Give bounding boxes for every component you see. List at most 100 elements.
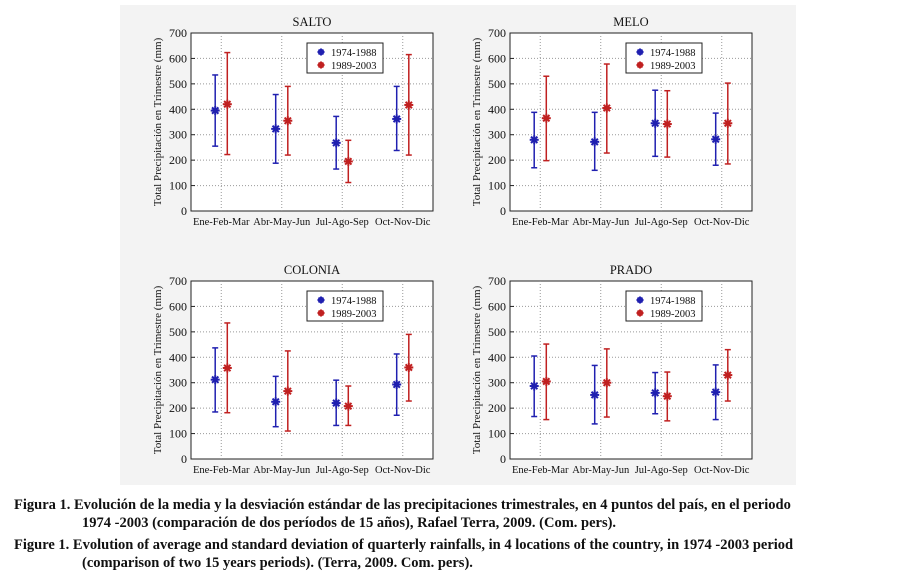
x-tick-label: Jul-Ago-Sep xyxy=(316,217,369,228)
mean-marker xyxy=(541,376,551,386)
mean-marker xyxy=(210,106,220,116)
figure: 0 100 200 300 400 500 600 700 Ene-Feb-Mar Abr-May… xyxy=(120,5,796,485)
legend-label: 1974-1988 xyxy=(650,296,696,307)
errorbar-1989-2003 xyxy=(602,63,612,154)
errorbar-1974-1988 xyxy=(210,347,220,413)
star-stroke xyxy=(392,380,401,389)
star-stroke xyxy=(404,363,413,372)
errorbar-1989-2003 xyxy=(723,348,733,402)
star-stroke xyxy=(332,399,341,407)
mean-marker xyxy=(210,375,220,385)
star-stroke xyxy=(590,391,599,399)
mean-marker xyxy=(222,99,232,109)
mean-marker xyxy=(541,113,551,123)
x-tick-label: Jul-Ago-Sep xyxy=(635,465,688,476)
star-stroke xyxy=(344,157,353,166)
mean-marker xyxy=(404,100,414,110)
y-tick-label: 500 xyxy=(169,325,187,339)
star-stroke xyxy=(651,119,660,128)
errorbar-1974-1988 xyxy=(271,93,281,164)
legend: 1974-1988 1989-2003 xyxy=(625,290,703,322)
legend-box xyxy=(625,42,703,74)
y-tick-label: 300 xyxy=(169,376,187,390)
star-stroke xyxy=(602,378,611,387)
y-axis-label: Total Precipitación en Trimestre (mm) xyxy=(152,285,164,454)
errorbar-1974-1988 xyxy=(331,379,341,427)
mean-marker xyxy=(331,398,341,408)
legend-label: 1974-1988 xyxy=(331,48,377,59)
errorbar-1989-2003 xyxy=(541,343,551,421)
star-stroke xyxy=(404,101,413,109)
errorbar-1989-2003 xyxy=(283,85,293,156)
legend-marker xyxy=(636,61,644,69)
x-tick-label: Jul-Ago-Sep xyxy=(635,217,688,228)
caption-es-line2: 1974 -2003 (comparación de dos períodos … xyxy=(82,515,617,531)
x-tick-label: Oct-Nov-Dic xyxy=(694,465,750,476)
y-tick-label: 100 xyxy=(169,179,187,193)
errorbar-1974-1988 xyxy=(650,371,660,415)
mean-marker xyxy=(723,118,733,128)
legend-box xyxy=(625,290,703,322)
y-tick-label: 200 xyxy=(488,153,506,167)
mean-marker xyxy=(271,397,281,407)
y-tick-label: 500 xyxy=(488,325,506,339)
mean-marker xyxy=(222,363,232,373)
y-tick-label: 100 xyxy=(169,427,187,441)
y-tick-label: 500 xyxy=(169,77,187,91)
x-tick-label: Ene-Feb-Mar xyxy=(512,465,569,476)
legend-label: 1989-2003 xyxy=(650,309,696,320)
star-stroke xyxy=(271,124,280,133)
legend-marker xyxy=(636,309,644,317)
errorbar-1989-2003 xyxy=(662,371,672,422)
star-stroke xyxy=(663,120,672,128)
errorbar-1989-2003 xyxy=(343,139,353,184)
mean-marker xyxy=(602,103,612,113)
mean-marker xyxy=(392,114,402,124)
legend-box xyxy=(306,290,384,322)
mean-marker xyxy=(711,387,721,397)
x-tick-label: Oct-Nov-Dic xyxy=(694,217,750,228)
x-tick-label: Abr-May-Jun xyxy=(572,217,630,228)
star-stroke xyxy=(711,388,720,397)
mean-marker xyxy=(271,124,281,134)
y-tick-label: 100 xyxy=(488,427,506,441)
y-tick-label: 200 xyxy=(169,401,187,415)
caption-en-line1: Figure 1. Evolution of average and stand… xyxy=(14,537,794,553)
y-tick-label: 400 xyxy=(169,350,187,364)
star-stroke xyxy=(223,100,232,109)
star-stroke xyxy=(602,104,611,112)
x-tick-label: Ene-Feb-Mar xyxy=(512,217,569,228)
x-tick-label: Abr-May-Jun xyxy=(572,465,630,476)
star-stroke xyxy=(223,364,232,372)
y-tick-label: 600 xyxy=(169,299,187,313)
y-tick-label: 300 xyxy=(488,128,506,142)
mean-marker xyxy=(343,401,353,411)
legend-label: 1974-1988 xyxy=(331,296,377,307)
errorbar-1974-1988 xyxy=(711,364,721,421)
y-tick-label: 200 xyxy=(169,153,187,167)
star-stroke xyxy=(317,48,325,56)
mean-marker xyxy=(529,135,539,145)
legend-box xyxy=(306,42,384,74)
mean-marker xyxy=(283,386,293,396)
errorbar-1989-2003 xyxy=(723,82,733,165)
mean-marker xyxy=(650,388,660,398)
star-stroke xyxy=(332,138,341,147)
legend: 1974-1988 1989-2003 xyxy=(306,42,384,74)
y-tick-label: 700 xyxy=(169,274,187,288)
legend-marker xyxy=(317,61,325,69)
chart-title: SALTO xyxy=(293,15,332,29)
chart-title: COLONIA xyxy=(284,263,340,277)
chart-colonia: 0 100 200 300 400 500 600 700 Ene-Feb-Mar Abr-May… xyxy=(152,263,434,476)
errorbar-1989-2003 xyxy=(602,348,612,418)
legend: 1974-1988 1989-2003 xyxy=(625,42,703,74)
x-tick-label: Abr-May-Jun xyxy=(253,465,311,476)
caption-english: Figure 1. Evolution of average and stand… xyxy=(14,536,793,572)
chart-salto: 0 100 200 300 400 500 600 700 Ene-Feb-Mar Abr-May… xyxy=(152,15,434,228)
star-stroke xyxy=(636,48,644,56)
mean-marker xyxy=(650,118,660,128)
y-tick-label: 400 xyxy=(169,102,187,116)
x-tick-label: Ene-Feb-Mar xyxy=(193,465,250,476)
y-tick-label: 0 xyxy=(181,204,187,218)
